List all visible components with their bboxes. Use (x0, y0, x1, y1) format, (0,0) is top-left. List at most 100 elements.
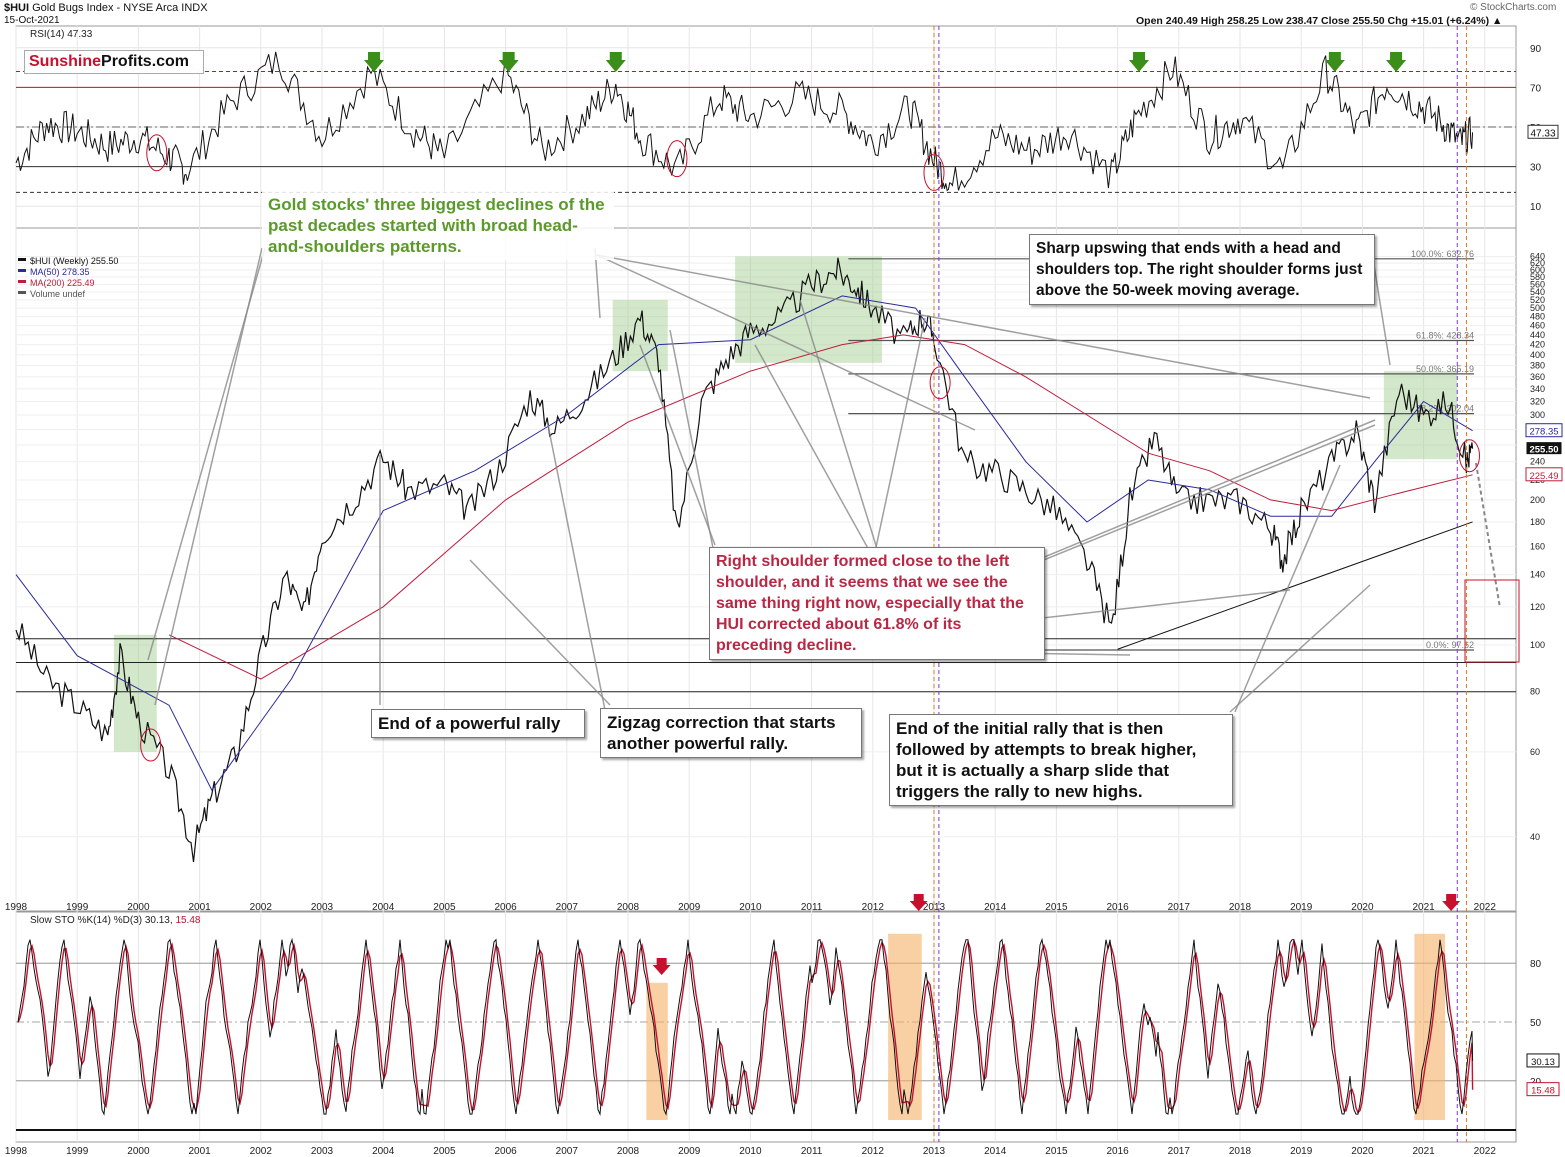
price-legend-item: Volume undef (30, 289, 86, 299)
year-tick-label-bottom: 2018 (1229, 1146, 1252, 1157)
ma200-line (168, 334, 1473, 680)
last-price-tag: 255.50 (1529, 445, 1558, 456)
rsi-last-value-box (1527, 124, 1559, 139)
rsi-last-value: 47.33 (1530, 128, 1555, 139)
price-tick-label: 320 (1530, 397, 1545, 407)
green-down-arrow (498, 52, 519, 72)
year-tick-label-bottom: 2001 (188, 1146, 211, 1157)
stoch-tick-label: 50 (1530, 1018, 1542, 1029)
source-credit: © StockCharts.com (1470, 2, 1557, 13)
year-tick-label: 2010 (739, 902, 762, 913)
price-tick-label: 460 (1530, 321, 1545, 331)
year-tick-label: 2013 (923, 902, 946, 913)
note-head-and-shoulders: Gold stocks' three biggest declines of t… (262, 191, 614, 260)
year-tick-label: 2019 (1290, 902, 1313, 913)
year-tick-label-bottom: 2007 (556, 1146, 579, 1157)
year-tick-label: 2003 (311, 902, 334, 913)
price-tick-label: 540 (1530, 287, 1545, 297)
stoch-d-value: 15.48 (1531, 1086, 1555, 1097)
fib-level-label: 50.0%: 365.19 (1416, 364, 1474, 374)
year-tick-label-bottom: 2002 (250, 1146, 273, 1157)
year-tick-label: 2018 (1229, 902, 1252, 913)
note-sharp-upswing: Sharp upswing that ends with a head and … (1029, 234, 1375, 305)
fib-level-label: 100.0%: 632.76 (1411, 249, 1474, 259)
logo-part2: Profits.com (101, 53, 190, 70)
annotation-connector (799, 299, 879, 553)
stoch-k-value: 30.13 (1531, 1057, 1555, 1068)
ma50-value-tag-box (1525, 423, 1563, 438)
price-legend-item: MA(50) 278.35 (30, 267, 90, 277)
price-tick-label: 140 (1530, 570, 1545, 580)
logo-part1: Sunshine (29, 53, 102, 70)
price-tick-label: 360 (1530, 372, 1545, 382)
rising-support-trendline (1117, 521, 1473, 650)
note-end-initial-rally: End of the initial rally that is then fo… (889, 714, 1233, 806)
year-tick-label-bottom: 2017 (1168, 1146, 1191, 1157)
price-tick-label: 160 (1530, 542, 1545, 552)
stoch-tick-label: 80 (1530, 959, 1542, 970)
stoch-k-line (17, 937, 1474, 1117)
price-tick-label: 560 (1530, 279, 1545, 289)
green-down-arrow (1386, 52, 1407, 72)
year-tick-label: 2007 (556, 902, 579, 913)
price-tick-label: 300 (1530, 410, 1545, 420)
year-tick-label: 1998 (5, 902, 28, 913)
annotation-connector (547, 424, 606, 711)
year-tick-label: 2002 (250, 902, 273, 913)
price-tick-label: 100 (1530, 640, 1545, 650)
annotation-connector (1234, 464, 1341, 713)
price-red-circle (140, 728, 162, 762)
legend-swatch (18, 269, 26, 272)
annotation-connector (1229, 584, 1371, 713)
price-tick-label: 340 (1530, 384, 1545, 394)
hs-pattern-zone (612, 299, 668, 372)
year-tick-label-bottom: 2008 (617, 1146, 640, 1157)
legend-swatch (18, 280, 26, 283)
stoch-k-value-box (1526, 1053, 1560, 1068)
annotation-connector (147, 247, 266, 661)
price-tick-label: 500 (1530, 303, 1545, 313)
fib-level-label: 61.8%: 428.34 (1416, 330, 1474, 340)
red-down-arrow (1442, 894, 1461, 911)
note-end-powerful-rally: End of a powerful rally (371, 709, 585, 738)
ma50-line (15, 295, 1473, 792)
price-tick-label: 40 (1530, 832, 1540, 842)
year-tick-label: 2014 (984, 902, 1007, 913)
year-tick-label: 2022 (1474, 902, 1497, 913)
year-tick-label-bottom: 2006 (494, 1146, 517, 1157)
year-tick-label-bottom: 2010 (739, 1146, 762, 1157)
price-tick-label: 200 (1530, 495, 1545, 505)
note-zigzag-correction: Zigzag correction that starts another po… (600, 708, 862, 758)
price-tick-label: 180 (1530, 517, 1545, 527)
ohlc-readout: Open 240.49 High 258.25 Low 238.47 Close… (1136, 15, 1503, 27)
price-tick-label: 580 (1530, 272, 1545, 282)
rsi-line (15, 51, 1474, 192)
year-tick-label: 2021 (1412, 902, 1435, 913)
green-down-arrow (364, 52, 385, 72)
year-tick-label-bottom: 1999 (66, 1146, 89, 1157)
year-tick-label: 2005 (433, 902, 456, 913)
year-tick-label-bottom: 2004 (372, 1146, 395, 1157)
price-tick-label: 480 (1530, 312, 1545, 322)
price-tick-label: 400 (1530, 350, 1545, 360)
year-tick-label-bottom: 2014 (984, 1146, 1007, 1157)
year-tick-label: 2000 (127, 902, 150, 913)
price-tick-label: 420 (1530, 340, 1545, 350)
ma200-value-tag-box (1525, 467, 1563, 482)
year-tick-label: 2001 (188, 902, 211, 913)
year-tick-label: 2017 (1168, 902, 1191, 913)
year-tick-label: 2020 (1351, 902, 1374, 913)
year-tick-label-bottom: 2015 (1045, 1146, 1068, 1157)
year-tick-label: 2011 (801, 902, 823, 913)
year-tick-label: 2008 (617, 902, 640, 913)
green-down-arrow (1324, 52, 1345, 72)
year-tick-label-bottom: 2003 (311, 1146, 334, 1157)
price-tick-label: 240 (1530, 457, 1545, 467)
year-tick-label: 2009 (678, 902, 701, 913)
year-tick-label: 1999 (66, 902, 89, 913)
annotation-connector (874, 317, 926, 553)
annotation-connector (596, 254, 976, 431)
chart-date: 15-Oct-2021 (4, 15, 60, 26)
year-tick-label-bottom: 2022 (1474, 1146, 1497, 1157)
hs-pattern-zone (735, 256, 882, 363)
